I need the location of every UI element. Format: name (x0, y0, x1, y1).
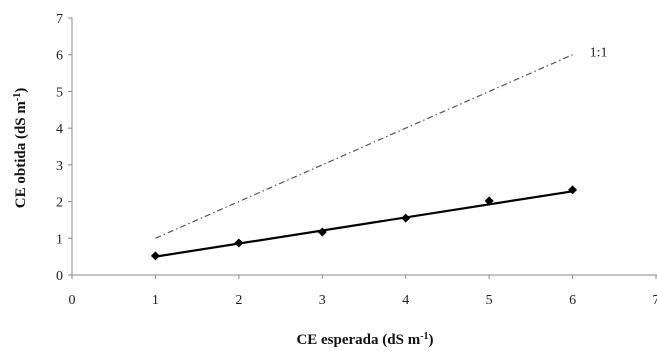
data-point (234, 238, 244, 248)
data-point (401, 213, 411, 223)
x-ticks: 0 1 2 3 4 5 6 7 (69, 275, 657, 308)
series-layer: 1:1 (150, 46, 608, 261)
x-tick-label: 0 (69, 293, 76, 308)
reference-line-label: 1:1 (590, 46, 608, 61)
x-tick-label: 2 (235, 293, 242, 308)
y-tick-label: 0 (56, 269, 63, 284)
data-point (568, 185, 578, 195)
data-point (150, 251, 160, 261)
y-tick-label: 3 (56, 159, 63, 174)
y-ticks: 0 1 2 3 4 5 6 7 (56, 12, 72, 284)
x-tick-label: 4 (402, 293, 409, 308)
x-tick-label: 7 (653, 293, 657, 308)
y-tick-label: 2 (56, 196, 63, 211)
data-point (317, 227, 327, 237)
y-tick-label: 6 (56, 49, 63, 64)
x-tick-label: 3 (319, 293, 326, 308)
x-tick-label: 5 (486, 293, 493, 308)
plot-area: 0 1 2 3 4 5 6 7 0 1 2 3 4 5 6 7 1:1 (56, 12, 657, 308)
y-tick-label: 7 (56, 12, 63, 27)
data-point (484, 196, 494, 206)
x-tick-label: 1 (152, 293, 159, 308)
y-tick-label: 4 (56, 122, 63, 137)
y-tick-label: 5 (56, 85, 63, 100)
x-tick-label: 6 (569, 293, 576, 308)
x-axis-title: CE esperada (dS m-1) (296, 331, 433, 349)
y-axis-title: CE obtida (dS m-1) (12, 88, 30, 208)
fit-line (155, 190, 573, 258)
y-tick-label: 1 (56, 232, 63, 247)
reference-line-1-1 (155, 54, 573, 239)
